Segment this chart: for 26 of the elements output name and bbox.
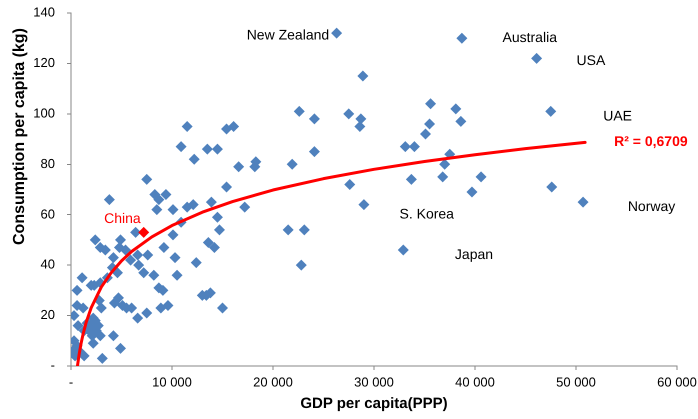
y-tick-label: 100 (33, 105, 55, 120)
y-axis-title: Consumption per capita (kg) (10, 28, 28, 246)
y-tick-label: 80 (40, 156, 55, 171)
y-tick-label: 20 (40, 307, 55, 322)
y-tick-label: 140 (33, 4, 55, 20)
annotation: S. Korea (399, 205, 454, 222)
x-tick-label: 30 000 (354, 374, 394, 390)
x-tick-label: 40 000 (455, 374, 495, 390)
x-tick-label: 50 000 (556, 374, 596, 390)
y-tick-label: - (50, 358, 55, 373)
x-tick-label: 20 000 (253, 374, 293, 390)
x-axis-title: GDP per capita(PPP) (300, 395, 448, 412)
annotation: Australia (502, 28, 558, 45)
y-tick-label: 40 (40, 256, 55, 272)
text: R² = 0,6709 (614, 133, 688, 150)
annotation: New Zealand (246, 26, 330, 42)
x-tick-label: 10 000 (152, 374, 192, 390)
annotation: Japan (454, 246, 494, 262)
annotation: UAE (603, 107, 632, 124)
series-label: China (104, 210, 141, 226)
y-tick-label: 60 (40, 206, 55, 222)
annotation: USA (576, 52, 606, 68)
x-tick-label: 60 000 (657, 374, 697, 390)
annotation: Norway (628, 198, 676, 214)
y-tick-label: 120 (33, 55, 55, 70)
x-tick-label: - (68, 374, 74, 390)
